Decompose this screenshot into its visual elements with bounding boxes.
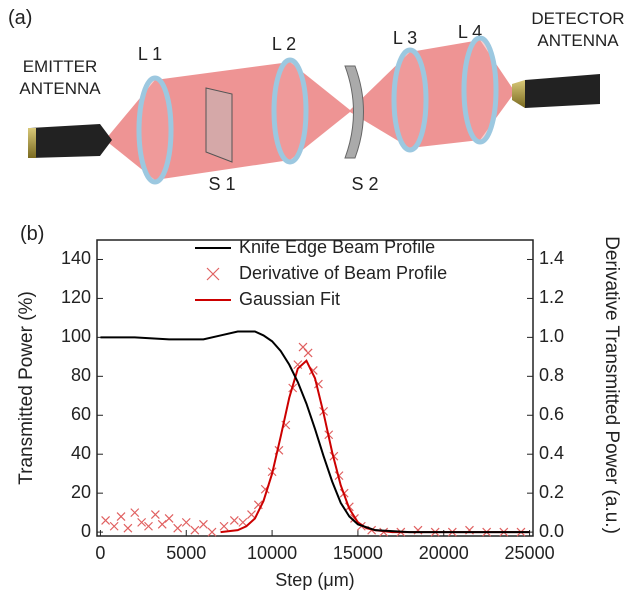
- lens: [136, 75, 174, 185]
- scatter-point: [150, 510, 160, 520]
- scatter-point: [199, 519, 208, 529]
- series-line: [100, 330, 530, 534]
- x-tick-label: 20000: [419, 543, 469, 563]
- chart: (b) Step (μm) Transmitted Power (%) Deri…: [16, 223, 622, 590]
- slit-label: S 2: [351, 174, 378, 194]
- panel-label: (a): [8, 7, 32, 29]
- legend-label: Gaussian Fit: [239, 289, 340, 309]
- scatter-point: [303, 348, 313, 358]
- y2-tick-label: 0.6: [539, 404, 564, 424]
- panel-label: (b): [20, 223, 44, 245]
- series-line: [220, 359, 530, 534]
- x-tick-label: 0: [95, 543, 105, 563]
- lens: [391, 47, 429, 153]
- y-axis-label: Transmitted Power (%): [16, 291, 37, 485]
- y2-tick-label: 0.0: [539, 521, 564, 541]
- y-tick-label: 140: [61, 248, 91, 268]
- scatter-point: [130, 508, 140, 518]
- y2-tick-label: 0.8: [539, 365, 564, 385]
- y2-tick-label: 0.4: [539, 443, 564, 463]
- scatter-point: [207, 527, 217, 537]
- scatter-point: [219, 521, 229, 531]
- lens: [461, 35, 499, 145]
- y-tick-label: 120: [61, 287, 91, 307]
- y2-tick-label: 1.4: [539, 248, 564, 268]
- scatter-point: [123, 523, 133, 533]
- lens: [271, 57, 309, 165]
- detector-antenna-end: [512, 80, 525, 108]
- scatter-point: [181, 517, 191, 527]
- scatter-point: [247, 510, 256, 520]
- x-tick-label: 10000: [247, 543, 297, 563]
- x-tick-label: 5000: [166, 543, 206, 563]
- legend-label: Derivative of Beam Profile: [239, 263, 447, 283]
- y-tick-label: 0: [81, 521, 91, 541]
- y2-tick-label: 1.2: [539, 287, 564, 307]
- plot-frame: [96, 239, 534, 537]
- x-tick-label: 15000: [333, 543, 383, 563]
- slit: [344, 65, 364, 159]
- scatter-point: [116, 512, 126, 521]
- setup-diagram: (a) EMITTER ANTENNA DETECTOR ANTENNA L 1 L…: [8, 7, 625, 194]
- y2-axis-label: Derivative Transmitted Power (a.u.): [601, 236, 622, 534]
- scatter-point: [190, 525, 200, 535]
- x-axis-label: Step (μm): [275, 570, 354, 590]
- x-tick-label: 25000: [505, 543, 555, 563]
- scatter-point: [144, 521, 153, 531]
- emitter-antenna: [30, 124, 112, 158]
- lens-label: L 1: [138, 44, 162, 64]
- legend-marker: [206, 267, 220, 281]
- scatter-point: [173, 523, 183, 533]
- y-tick-label: 100: [61, 326, 91, 346]
- slit-label: S 1: [208, 174, 235, 194]
- legend-label: Knife Edge Beam Profile: [239, 237, 435, 257]
- scatter-point: [137, 517, 147, 527]
- scatter-point: [238, 517, 248, 527]
- detector-label: DETECTOR ANTENNA: [531, 9, 624, 50]
- emitter-label: EMITTER ANTENNA: [19, 57, 101, 98]
- y-tick-label: 40: [71, 443, 91, 463]
- emitter-antenna-end: [28, 128, 36, 158]
- scatter-point: [109, 521, 119, 531]
- y2-tick-label: 0.2: [539, 482, 564, 502]
- scatter-point: [157, 519, 167, 529]
- y2-tick-label: 1.0: [539, 326, 564, 346]
- detector-antenna: [515, 74, 600, 108]
- y-tick-label: 60: [71, 404, 91, 424]
- slit: [205, 87, 233, 163]
- lens-label: L 2: [272, 34, 296, 54]
- scatter-point: [229, 515, 239, 525]
- scatter-point: [164, 514, 174, 523]
- y-tick-label: 20: [71, 482, 91, 502]
- scatter-point: [101, 515, 111, 525]
- lens-label: L 3: [393, 28, 417, 48]
- y-tick-label: 80: [71, 365, 91, 385]
